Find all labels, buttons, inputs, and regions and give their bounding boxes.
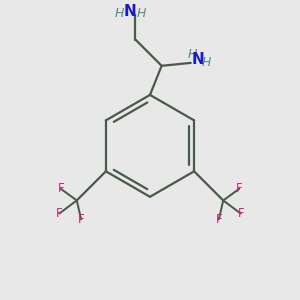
Text: H: H	[115, 7, 124, 20]
Text: F: F	[236, 182, 243, 195]
Text: H: H	[136, 7, 146, 20]
Text: F: F	[78, 213, 85, 226]
Text: H: H	[202, 56, 212, 68]
Text: F: F	[57, 182, 64, 195]
Text: F: F	[237, 207, 244, 220]
Text: N: N	[123, 4, 136, 19]
Text: F: F	[215, 213, 222, 226]
Text: F: F	[56, 207, 63, 220]
Text: H: H	[188, 48, 197, 61]
Text: N: N	[192, 52, 204, 68]
